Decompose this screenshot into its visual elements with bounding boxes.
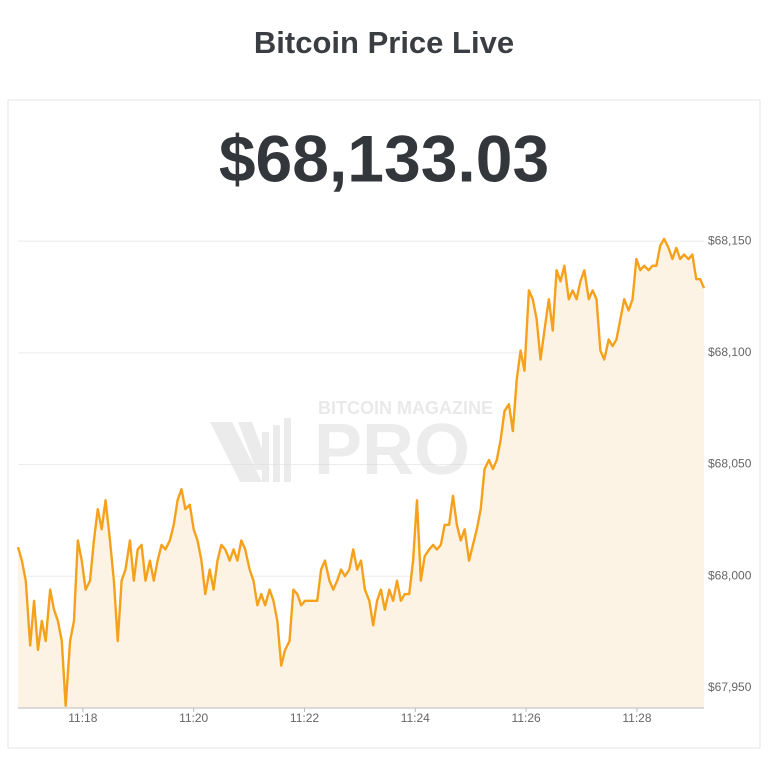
watermark-icon [210,418,291,482]
x-tick-label: 11:22 [290,711,319,725]
x-tick-label: 11:18 [68,711,97,725]
price: $68,133.03 [219,121,549,195]
y-tick-label: $67,950 [708,680,752,694]
watermark-logo: PRO [314,410,470,490]
chart-title: Bitcoin Price Live [254,25,514,60]
y-tick-label: $68,050 [708,457,752,471]
watermark: BITCOIN MAGAZINE PRO [210,398,493,490]
x-tick-label: 11:20 [179,711,208,725]
x-tick-label: 11:28 [622,711,651,725]
price-line [16,237,706,707]
y-tick-label: $68,000 [708,568,752,582]
y-tick-label: $68,100 [708,345,752,359]
price-area [18,238,704,708]
x-tick-label: 11:26 [512,711,541,725]
watermark-text: BITCOIN MAGAZINE [318,398,493,418]
y-tick-label: $68,150 [708,233,752,247]
x-tick-label: 11:24 [401,711,430,725]
